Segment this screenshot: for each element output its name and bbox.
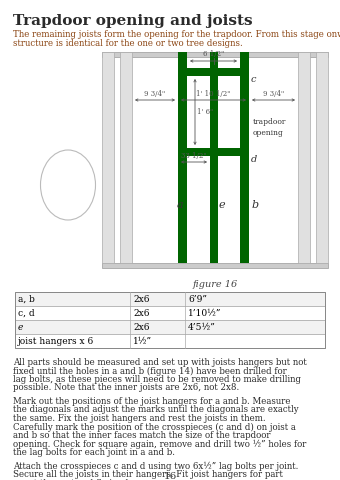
Text: trapdoor
opening: trapdoor opening bbox=[253, 118, 286, 137]
Text: 6’9”: 6’9” bbox=[188, 295, 207, 304]
Text: structure is identical for the one or two tree designs.: structure is identical for the one or tw… bbox=[13, 39, 243, 48]
Text: 1½”: 1½” bbox=[133, 337, 152, 346]
Bar bbox=[240, 52, 249, 263]
Bar bbox=[15, 292, 325, 306]
Bar bbox=[102, 52, 328, 57]
Text: the same. Fix the joist hangers and rest the joists in them.: the same. Fix the joist hangers and rest… bbox=[13, 414, 266, 423]
Text: and b so that the inner faces match the size of the trapdoor: and b so that the inner faces match the … bbox=[13, 431, 271, 440]
Bar bbox=[178, 68, 249, 76]
Bar bbox=[298, 52, 310, 263]
Bar bbox=[178, 52, 187, 263]
Text: the diagonals and adjust the marks until the diagonals are exactly: the diagonals and adjust the marks until… bbox=[13, 406, 299, 415]
Text: the lag bolts for each joint in a and b.: the lag bolts for each joint in a and b. bbox=[13, 448, 175, 457]
Text: 1' 6": 1' 6" bbox=[197, 108, 214, 116]
Text: Secure all the joists in their hangers. Fit joist hangers for part: Secure all the joists in their hangers. … bbox=[13, 470, 283, 479]
Text: The remaining joists form the opening for the trapdoor. From this stage onwards : The remaining joists form the opening fo… bbox=[13, 30, 340, 39]
Text: e: e bbox=[18, 323, 23, 332]
Text: 1’10½”: 1’10½” bbox=[188, 309, 221, 318]
Text: e: e bbox=[219, 200, 226, 210]
Text: c: c bbox=[251, 75, 256, 84]
Text: 6 1/2": 6 1/2" bbox=[203, 50, 224, 58]
Bar bbox=[15, 306, 325, 320]
Text: 9 3/4": 9 3/4" bbox=[144, 90, 166, 98]
Bar bbox=[15, 292, 325, 348]
Bar bbox=[178, 148, 249, 156]
Bar bbox=[120, 52, 132, 263]
Text: b: b bbox=[252, 200, 259, 210]
Text: opening. Check for square again, remove and drill two ½” holes for: opening. Check for square again, remove … bbox=[13, 440, 306, 449]
Text: a: a bbox=[177, 200, 184, 210]
Text: e, cut the part and fix in place.: e, cut the part and fix in place. bbox=[13, 479, 146, 480]
Text: Carefully mark the position of the crosspieces (c and d) on joist a: Carefully mark the position of the cross… bbox=[13, 422, 296, 432]
Bar bbox=[15, 320, 325, 334]
Text: All parts should be measured and set up with joists hangers but not: All parts should be measured and set up … bbox=[13, 358, 307, 367]
Text: 9 3/4": 9 3/4" bbox=[263, 90, 284, 98]
Text: 2x6: 2x6 bbox=[133, 309, 150, 318]
Text: joist hangers x 6: joist hangers x 6 bbox=[18, 337, 94, 346]
Text: fixed until the holes in a and b (figure 14) have been drilled for: fixed until the holes in a and b (figure… bbox=[13, 367, 287, 376]
Text: possible. Note that the inner joists are 2x6, not 2x8.: possible. Note that the inner joists are… bbox=[13, 384, 239, 393]
Text: 2x6: 2x6 bbox=[133, 323, 150, 332]
Text: Trapdoor opening and joists: Trapdoor opening and joists bbox=[13, 14, 253, 28]
Text: d: d bbox=[251, 155, 257, 164]
Text: lag bolts, as these pieces will need to be removed to make drilling: lag bolts, as these pieces will need to … bbox=[13, 375, 301, 384]
Bar bbox=[102, 52, 114, 263]
Text: a, b: a, b bbox=[18, 295, 35, 304]
Text: c, d: c, d bbox=[18, 309, 35, 318]
Text: 4’5½”: 4’5½” bbox=[188, 323, 216, 332]
Text: figure 16: figure 16 bbox=[192, 280, 238, 289]
Text: 2x6: 2x6 bbox=[133, 295, 150, 304]
Text: 33 1/2": 33 1/2" bbox=[181, 152, 207, 160]
Text: Attach the crosspieces c and d using two 6x½” lag bolts per joint.: Attach the crosspieces c and d using two… bbox=[13, 461, 299, 471]
Bar bbox=[102, 263, 328, 268]
Bar bbox=[210, 52, 218, 263]
Text: 1' 10 1/2": 1' 10 1/2" bbox=[196, 90, 231, 98]
Text: 16: 16 bbox=[164, 472, 176, 480]
Text: Mark out the positions of the joist hangers for a and b. Measure: Mark out the positions of the joist hang… bbox=[13, 397, 290, 406]
Bar bbox=[316, 52, 328, 263]
Bar bbox=[15, 334, 325, 348]
